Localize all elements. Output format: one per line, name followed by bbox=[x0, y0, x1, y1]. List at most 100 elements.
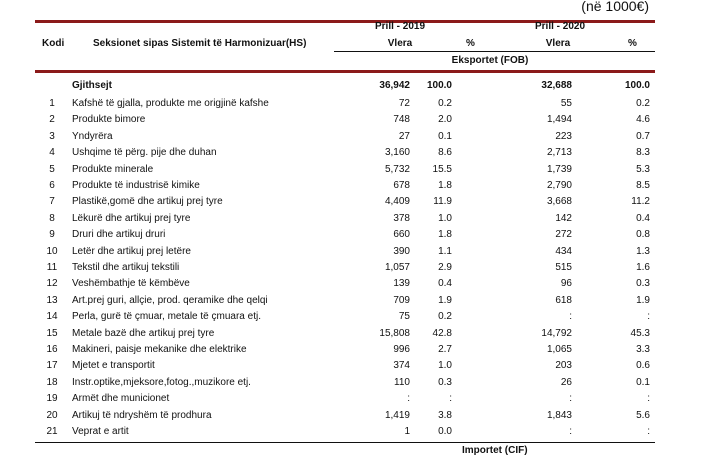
table-row: 1 Kafshë të gjalla, produkte me origjinë … bbox=[0, 98, 701, 114]
cell-v2019: 27 bbox=[398, 130, 410, 142]
cell-p2020: 0.8 bbox=[636, 229, 650, 241]
cell-v2020: 203 bbox=[555, 360, 572, 372]
period-2020: Prill - 2020 bbox=[534, 21, 586, 32]
cell-p2019: 2.9 bbox=[438, 262, 452, 273]
cell-v2020: 14,792 bbox=[541, 327, 572, 339]
cell-v2019: 110 bbox=[394, 376, 410, 388]
table-row: 9 Druri dhe artikuj druri 660 1.8 272 0.8 bbox=[0, 229, 701, 245]
header-section: Seksionet sipas Sistemit të Harmonizuar(… bbox=[93, 38, 307, 49]
cell-name: Veshëmbathje të këmbëve bbox=[72, 278, 190, 290]
cell-code: 10 bbox=[46, 245, 58, 257]
cell-v2020: 223 bbox=[555, 130, 572, 142]
header-pct-2019: % bbox=[466, 38, 475, 49]
cell-v2019: 660 bbox=[393, 229, 410, 241]
flow-label: Eksportet (FOB) bbox=[451, 55, 529, 66]
cell-p2020: 0.4 bbox=[636, 212, 650, 224]
header-value-2020: Vlera bbox=[545, 38, 571, 49]
cell-p2019: 0.2 bbox=[438, 98, 452, 109]
header-divider bbox=[334, 51, 655, 52]
cell-p2019: 11.9 bbox=[433, 196, 452, 208]
cell-v2019: 678 bbox=[393, 180, 410, 191]
table-row: 14 Perla, gurë të çmuar, metale të çmuara… bbox=[0, 311, 701, 327]
cell-v2019: 1,419 bbox=[384, 409, 410, 421]
cell-p2020: 5.3 bbox=[636, 163, 650, 175]
cell-code: 5 bbox=[49, 163, 55, 175]
table-row: 21 Veprat e artit 1 0.0:: bbox=[0, 426, 701, 442]
cell-p2020: : bbox=[647, 311, 650, 323]
cell-p2020: : bbox=[647, 426, 650, 437]
header-pct-2020: % bbox=[628, 38, 637, 49]
cell-v2020: : bbox=[569, 311, 572, 323]
cell-v2020: : bbox=[569, 426, 572, 437]
cell-name: Perla, gurë të çmuar, metale të çmuara e… bbox=[72, 311, 261, 323]
cell-p2019: 0.4 bbox=[438, 278, 452, 290]
cell-p2019: 42.8 bbox=[432, 327, 452, 339]
cell-p2020: 3.3 bbox=[636, 344, 650, 355]
cell-p2020: 8.5 bbox=[636, 180, 650, 191]
cell-name: Makineri, paisje mekanike dhe elektrike bbox=[72, 344, 247, 355]
cell-v2020: : bbox=[569, 393, 572, 405]
cell-p2020: 0.1 bbox=[636, 376, 650, 388]
cell-code: 8 bbox=[49, 212, 55, 224]
cell-code: 18 bbox=[46, 376, 58, 388]
cell-v2019: 378 bbox=[393, 212, 410, 224]
cell-p2019: 2.0 bbox=[438, 114, 452, 126]
cell-code: 4 bbox=[49, 147, 55, 159]
cell-name: Kafshë të gjalla, produkte me origjinë k… bbox=[72, 98, 269, 109]
cell-p2019: 1.8 bbox=[438, 229, 452, 241]
cell-code: 15 bbox=[46, 327, 58, 339]
cell-code: 21 bbox=[46, 426, 58, 437]
cell-p2019: 0.0 bbox=[438, 426, 452, 437]
cell-v2019: 5,732 bbox=[384, 163, 410, 175]
cell-p2020: 8.3 bbox=[636, 147, 650, 159]
cell-name: Yndyrëra bbox=[72, 130, 113, 142]
cell-p2019: 0.2 bbox=[438, 311, 452, 323]
table-row: 4 Ushqime të përg. pije dhe duhan 3,160 8.6… bbox=[0, 147, 701, 163]
table-row: 5 Produkte minerale 5,732 15.5 1,739 5.3 bbox=[0, 164, 701, 180]
cell-v2020: 2,713 bbox=[546, 147, 572, 159]
cell-code: 19 bbox=[46, 393, 58, 405]
table-row: 19 Armët dhe municionet:::: bbox=[0, 393, 701, 409]
table-row: 18 Instr.optike,mjeksore,fotog.,muzikore … bbox=[0, 377, 701, 393]
cell-p2019: 8.6 bbox=[438, 147, 452, 159]
cell-v2019: 748 bbox=[393, 114, 410, 126]
cell-p2019: 1.8 bbox=[438, 180, 452, 191]
table-row: 7 Plastikë,gomë dhe artikuj prej tyre 4,40… bbox=[0, 196, 701, 212]
cell-p2019: 3.8 bbox=[438, 409, 452, 421]
cell-p2019: 15.5 bbox=[432, 163, 452, 175]
cell-p2019: 1.0 bbox=[438, 212, 452, 224]
table-row: 20 Artikuj të ndryshëm të prodhura 1,419 3.… bbox=[0, 410, 701, 426]
cell-p2019: : bbox=[449, 393, 452, 405]
cell-p2020: 0.7 bbox=[636, 130, 650, 142]
cell-p2020: 1.9 bbox=[636, 294, 650, 306]
period-2019: Prill - 2019 bbox=[374, 21, 426, 32]
cell-name: Produkte bimore bbox=[72, 114, 146, 126]
cell-v2020: 96 bbox=[560, 278, 572, 290]
bottom-rule bbox=[35, 442, 655, 443]
cell-code: 1 bbox=[49, 98, 55, 109]
cell-p2020: 1.6 bbox=[636, 262, 650, 273]
cell-code: 7 bbox=[49, 196, 55, 208]
cell-v2020: 272 bbox=[555, 229, 572, 241]
cell-p2020: 45.3 bbox=[630, 327, 650, 339]
cell-p2019: 1.0 bbox=[438, 360, 452, 372]
cell-code: 16 bbox=[46, 344, 58, 355]
cell-p2019: 1.9 bbox=[438, 294, 452, 306]
cell-name: Lëkurë dhe artikuj prej tyre bbox=[72, 212, 191, 224]
cell-v2020: 3,668 bbox=[546, 196, 572, 208]
total-v2019: 36,942 bbox=[379, 80, 410, 91]
cell-p2019: 0.3 bbox=[438, 376, 452, 388]
table-row: 6 Produkte të industrisë kimike 678 1.8 2,79… bbox=[0, 180, 701, 196]
unit-label: (në 1000€) bbox=[581, 0, 649, 14]
cell-code: 2 bbox=[49, 114, 55, 126]
cell-code: 17 bbox=[46, 360, 58, 372]
cell-p2020: 11.2 bbox=[631, 196, 650, 208]
cell-name: Druri dhe artikuj druri bbox=[72, 229, 166, 241]
cell-p2020: 1.3 bbox=[636, 245, 650, 257]
cell-name: Produkte minerale bbox=[72, 163, 154, 175]
cell-v2020: 618 bbox=[555, 294, 572, 306]
header-value-2019: Vlera bbox=[387, 38, 413, 49]
cell-name: Letër dhe artikuj prej letëre bbox=[72, 245, 191, 257]
header-code: Kodi bbox=[42, 38, 65, 49]
cell-name: Ushqime të përg. pije dhe duhan bbox=[72, 147, 217, 159]
